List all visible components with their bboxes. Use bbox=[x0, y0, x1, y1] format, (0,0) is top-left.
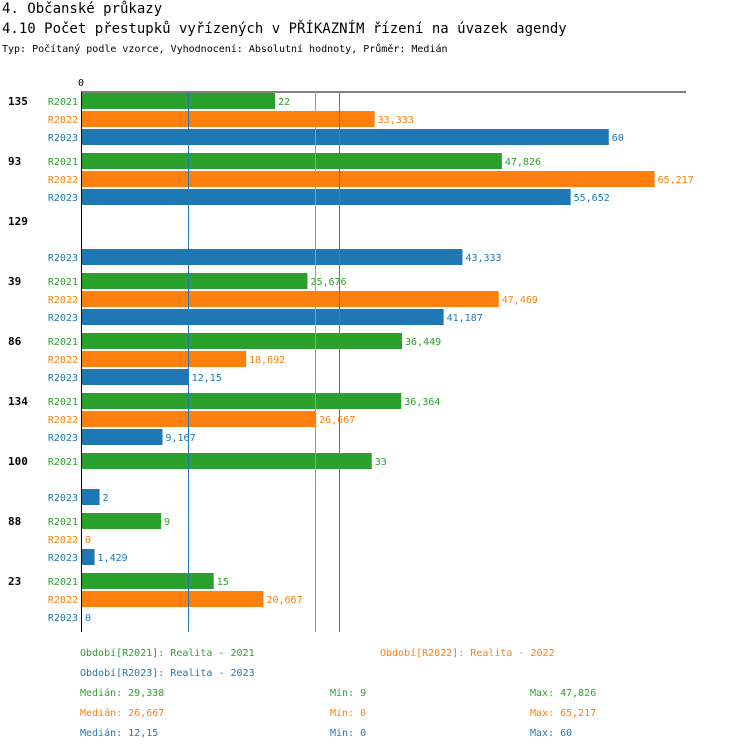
legend-period-r2023: Období[R2023]: Realita - 2023 bbox=[80, 668, 255, 679]
series-label: R2023 bbox=[48, 313, 78, 324]
bar bbox=[82, 309, 444, 325]
bar bbox=[82, 129, 609, 145]
group-label: 135 bbox=[8, 95, 28, 108]
series-label: R2022 bbox=[48, 175, 78, 186]
bar-chart: 0 135 R2021 22 R2022 33,333 R2023 60 93 R2021 47,8… bbox=[8, 78, 694, 632]
series-label: R2022 bbox=[48, 115, 78, 126]
stat-max-r2021: Max: 47,826 bbox=[530, 688, 597, 699]
series-label: R2022 bbox=[48, 415, 78, 426]
group-label: 23 bbox=[8, 575, 21, 588]
group-label: 93 bbox=[8, 155, 21, 168]
bar bbox=[82, 489, 100, 505]
bar bbox=[82, 429, 163, 445]
group-label: 88 bbox=[8, 515, 21, 528]
bar bbox=[82, 291, 499, 307]
legend-period-r2022: Období[R2022]: Realita - 2022 bbox=[380, 648, 555, 659]
series-label: R2023 bbox=[48, 493, 78, 504]
series-label: R2021 bbox=[48, 157, 78, 168]
value-label: 26,667 bbox=[319, 415, 355, 426]
series-label: R2021 bbox=[48, 577, 78, 588]
chart-title: 4.10 Počet přestupků vyřízených v PŘÍKAZ… bbox=[2, 21, 567, 37]
group-label: 129 bbox=[8, 215, 28, 228]
value-label: 65,217 bbox=[658, 175, 694, 186]
series-label: R2023 bbox=[48, 613, 78, 624]
series-label: R2022 bbox=[48, 355, 78, 366]
chart-type-info: Typ: Počítaný podle vzorce, Vyhodnocení:… bbox=[2, 44, 448, 55]
series-label: R2021 bbox=[48, 337, 78, 348]
bar bbox=[82, 153, 502, 169]
legend-period-r2021: Období[R2021]: Realita - 2021 bbox=[80, 648, 255, 659]
value-label: 33 bbox=[375, 457, 387, 468]
group-label: 134 bbox=[8, 395, 28, 408]
value-label: 20,667 bbox=[266, 595, 302, 606]
bar bbox=[82, 549, 95, 565]
series-label: R2023 bbox=[48, 253, 78, 264]
bar bbox=[82, 249, 463, 265]
stat-max-r2022: Max: 65,217 bbox=[530, 708, 597, 719]
value-label: 0 bbox=[85, 613, 91, 624]
series-label: R2022 bbox=[48, 595, 78, 606]
value-label: 60 bbox=[612, 133, 624, 144]
stat-min-r2023: Min: 0 bbox=[330, 728, 367, 739]
bar bbox=[82, 411, 317, 427]
stat-median-r2022: Medián: 26,667 bbox=[80, 708, 165, 719]
stat-max-r2023: Max: 60 bbox=[530, 728, 573, 739]
value-label: 0 bbox=[85, 535, 91, 546]
value-label: 47,469 bbox=[502, 295, 538, 306]
value-label: 2 bbox=[103, 493, 109, 504]
bar bbox=[82, 189, 571, 205]
bar bbox=[82, 333, 403, 349]
series-label: R2023 bbox=[48, 373, 78, 384]
series-label: R2023 bbox=[48, 553, 78, 564]
value-label: 47,826 bbox=[505, 157, 541, 168]
value-label: 41,187 bbox=[447, 313, 483, 324]
value-label: 9,167 bbox=[165, 433, 195, 444]
stat-min-r2021: Min: 9 bbox=[330, 688, 367, 699]
bar bbox=[82, 351, 247, 367]
bar bbox=[82, 513, 162, 529]
bar bbox=[82, 591, 264, 607]
value-label: 1,429 bbox=[98, 553, 128, 564]
series-label: R2021 bbox=[48, 97, 78, 108]
value-label: 43,333 bbox=[465, 253, 501, 264]
group-label: 39 bbox=[8, 275, 21, 288]
value-label: 36,364 bbox=[404, 397, 440, 408]
bar bbox=[82, 369, 189, 385]
series-label: R2022 bbox=[48, 295, 78, 306]
value-label: 22 bbox=[278, 97, 290, 108]
x-tick-label-0: 0 bbox=[78, 78, 84, 89]
value-label: 25,676 bbox=[310, 277, 346, 288]
series-label: R2021 bbox=[48, 397, 78, 408]
bar bbox=[82, 273, 308, 289]
series-label: R2023 bbox=[48, 193, 78, 204]
value-label: 33,333 bbox=[378, 115, 414, 126]
series-label: R2023 bbox=[48, 433, 78, 444]
value-label: 36,449 bbox=[405, 337, 441, 348]
value-label: 18,692 bbox=[249, 355, 285, 366]
group-label: 86 bbox=[8, 335, 22, 348]
series-label: R2021 bbox=[48, 277, 78, 288]
value-label: 12,15 bbox=[192, 373, 222, 384]
value-label: 9 bbox=[164, 517, 170, 528]
value-label: 55,652 bbox=[574, 193, 610, 204]
bar bbox=[82, 573, 214, 589]
stat-median-r2021: Medián: 29,338 bbox=[80, 688, 165, 699]
group-label: 100 bbox=[8, 455, 28, 468]
value-label: 15 bbox=[217, 577, 229, 588]
stat-median-r2023: Medián: 12,15 bbox=[80, 728, 159, 739]
series-label: R2021 bbox=[48, 457, 78, 468]
bar bbox=[82, 453, 372, 469]
bar bbox=[82, 171, 655, 187]
bar bbox=[82, 93, 276, 109]
bar bbox=[82, 393, 402, 409]
chapter-title: 4. Občanské průkazy bbox=[2, 1, 163, 17]
bar bbox=[82, 111, 375, 127]
stat-min-r2022: Min: 0 bbox=[330, 708, 367, 719]
series-label: R2022 bbox=[48, 535, 78, 546]
series-label: R2021 bbox=[48, 517, 78, 528]
series-label: R2023 bbox=[48, 133, 78, 144]
